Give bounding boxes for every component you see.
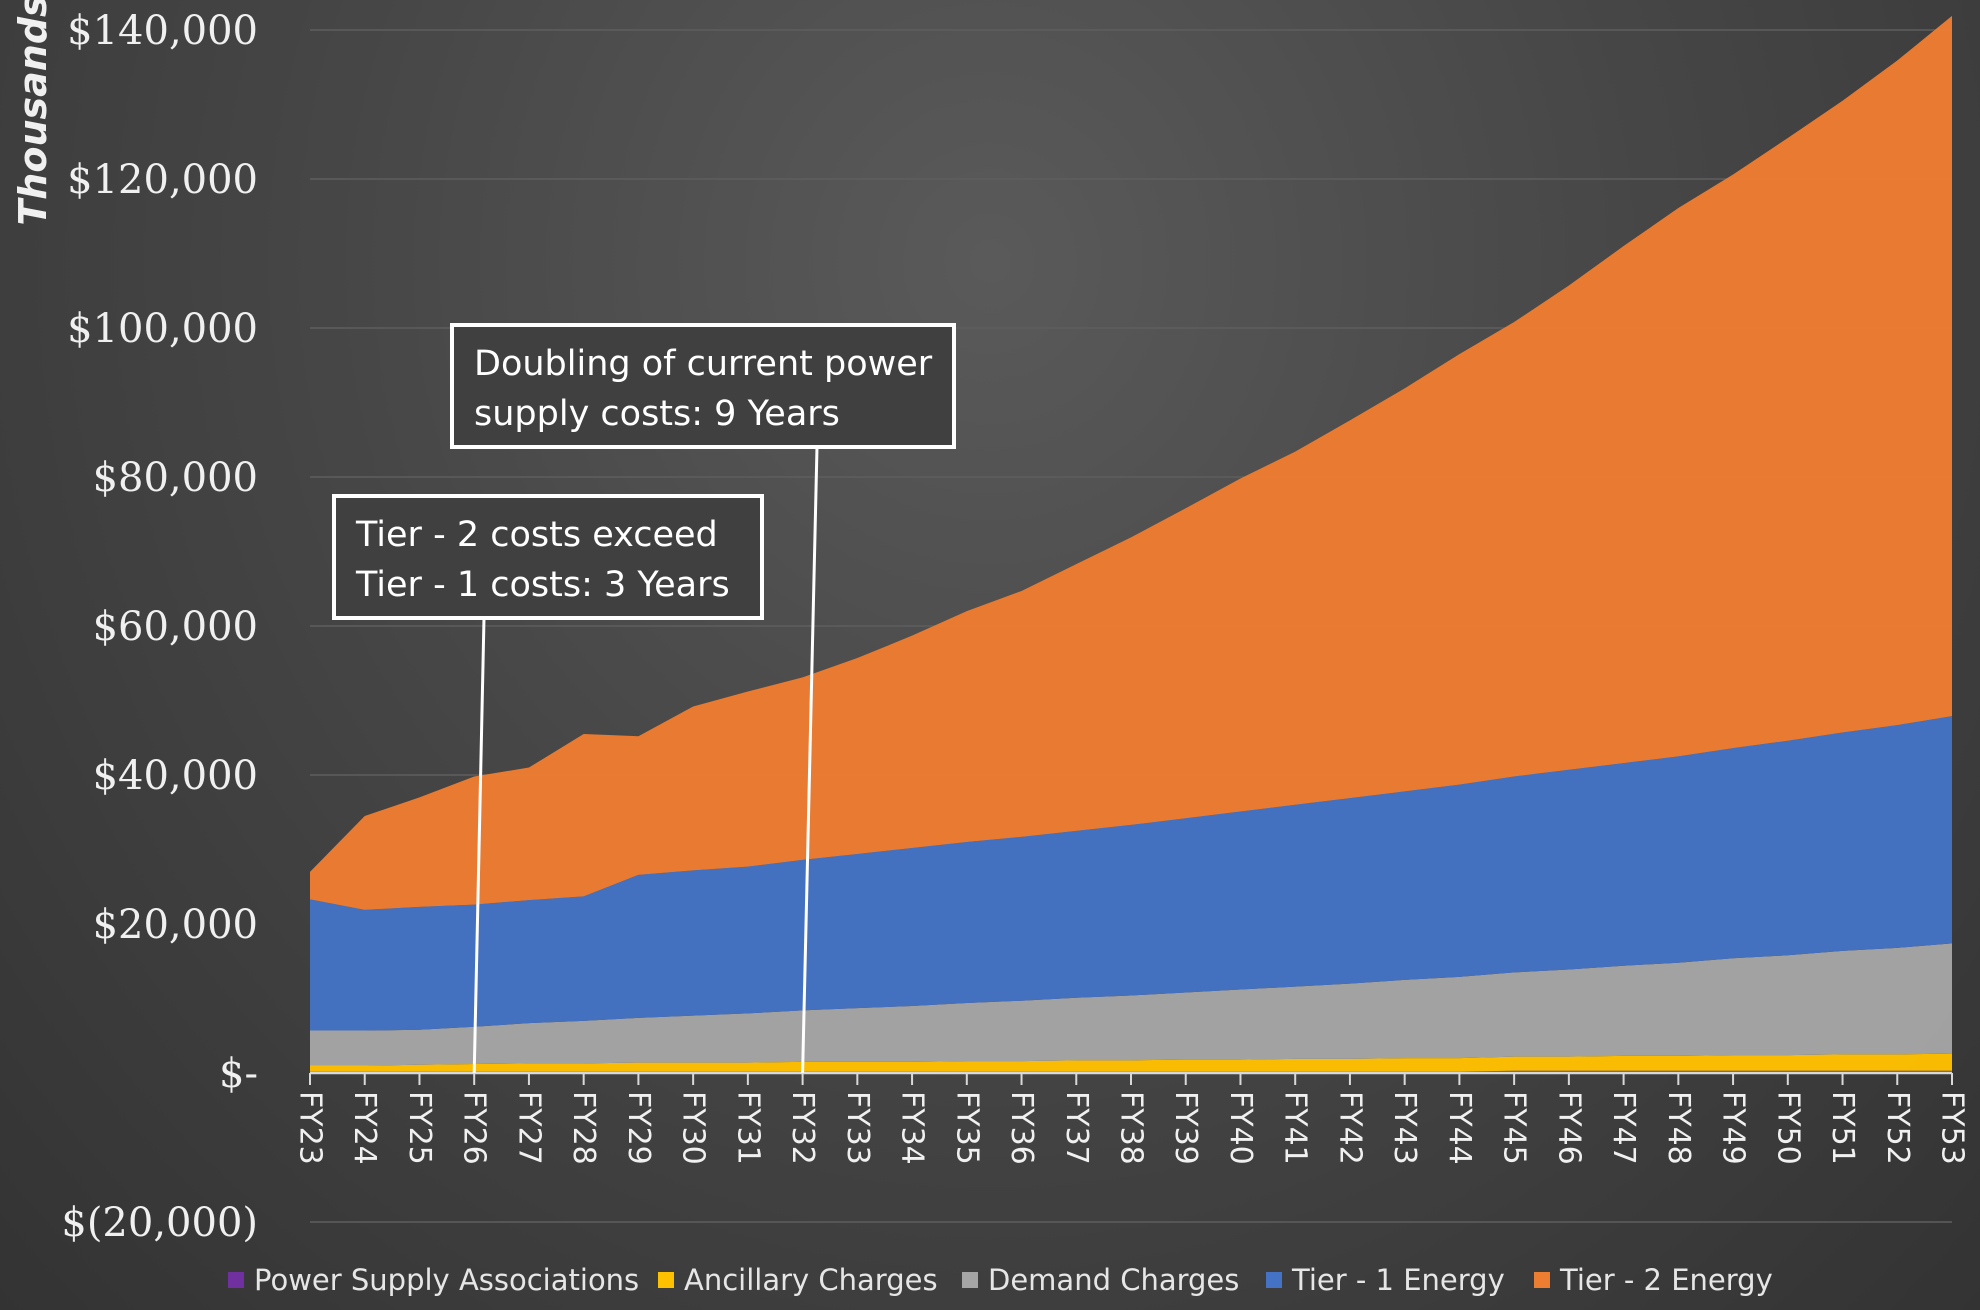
x-tick-label: FY28 (566, 1091, 601, 1165)
y-axis: $(20,000) $- $20,000 $40,000 $60,000 $80,000 $… (61, 8, 258, 1246)
x-tick-label: FY49 (1716, 1091, 1751, 1165)
x-tick-label: FY46 (1551, 1091, 1586, 1165)
legend-label: Demand Charges (988, 1263, 1239, 1297)
y-tick-label: $(20,000) (61, 1200, 258, 1246)
x-tick-label: FY27 (511, 1091, 546, 1165)
annotation-text: Tier - 1 costs: 3 Years (355, 565, 730, 605)
area-demand-charges (310, 943, 1952, 1066)
x-tick-label: FY23 (293, 1091, 328, 1165)
y-tick-label: $100,000 (67, 306, 258, 352)
x-tick-label: FY33 (840, 1091, 875, 1165)
legend-label: Tier - 2 Energy (1559, 1263, 1773, 1297)
annotation-leader-line (801, 446, 819, 1074)
x-tick-label: FY44 (1442, 1091, 1477, 1165)
x-tick-label: FY48 (1661, 1091, 1696, 1165)
legend-label: Tier - 1 Energy (1291, 1263, 1505, 1297)
y-axis-title: Thousands (11, 0, 55, 226)
x-tick-label: FY31 (730, 1091, 765, 1165)
x-tick-label: FY26 (457, 1091, 492, 1165)
annotations: Tier - 2 costs exceed Tier - 1 costs: 3 Y… (332, 323, 956, 1074)
x-tick-label: FY38 (1114, 1091, 1149, 1165)
x-axis: FY23 FY24 FY25 FY26 FY27 FY28 FY29 FY30 FY31 FY32… (293, 1071, 1970, 1165)
y-tick-label: $140,000 (67, 8, 258, 54)
x-tick-label: FY42 (1332, 1091, 1367, 1165)
x-tick-label: FY40 (1223, 1091, 1258, 1165)
annotation-callout: Tier - 2 costs exceed Tier - 1 costs: 3 Y… (332, 494, 764, 1074)
x-tick-label: FY35 (949, 1091, 984, 1165)
legend-swatch (658, 1272, 674, 1288)
x-tick-label: FY47 (1606, 1091, 1641, 1165)
legend-item-tier-2-energy: Tier - 2 Energy (1534, 1263, 1773, 1297)
y-tick-label: $120,000 (67, 157, 258, 203)
x-tick-label: FY24 (347, 1091, 382, 1165)
x-tick-label: FY41 (1278, 1091, 1313, 1165)
legend-label: Power Supply Associations (254, 1263, 639, 1297)
x-tick-label: FY32 (785, 1091, 820, 1165)
annotation-box (450, 323, 956, 449)
x-tick-label: FY39 (1168, 1091, 1203, 1165)
y-tick-label: $40,000 (93, 753, 258, 799)
x-tick-label: FY50 (1770, 1091, 1805, 1165)
area-tier-1-energy (310, 716, 1952, 1031)
x-tick-label: FY29 (621, 1091, 656, 1165)
x-tick-label: FY30 (676, 1091, 711, 1165)
y-tick-label: $- (219, 1051, 258, 1097)
x-tick-label: FY36 (1004, 1091, 1039, 1165)
x-tick-label: FY53 (1935, 1091, 1970, 1165)
legend-swatch (1534, 1272, 1550, 1288)
legend-swatch (1266, 1272, 1282, 1288)
y-tick-label: $60,000 (93, 604, 258, 650)
legend-label: Ancillary Charges (684, 1263, 938, 1297)
y-tick-label: $80,000 (93, 455, 258, 501)
legend-swatch (962, 1272, 978, 1288)
legend-item-demand-charges: Demand Charges (962, 1263, 1239, 1297)
x-tick-label: FY25 (402, 1091, 437, 1165)
legend-item-ancillary-charges: Ancillary Charges (658, 1263, 938, 1297)
annotation-callout: Doubling of current power supply costs: 9… (450, 323, 956, 1074)
annotation-leader-line (472, 617, 486, 1074)
x-tick-label: FY43 (1387, 1091, 1422, 1165)
x-tick-label: FY34 (895, 1091, 930, 1165)
x-tick-label: FY51 (1825, 1091, 1860, 1165)
annotation-text: Tier - 2 costs exceed (355, 515, 718, 555)
legend-item-tier-1-energy: Tier - 1 Energy (1266, 1263, 1505, 1297)
legend-item-power-supply-associations: Power Supply Associations (228, 1263, 639, 1297)
x-tick-label: FY52 (1880, 1091, 1915, 1165)
legend: Power Supply Associations Ancillary Charg… (228, 1263, 1773, 1297)
series-areas (310, 15, 1952, 1073)
annotation-text: Doubling of current power (474, 344, 933, 384)
legend-swatch (228, 1272, 244, 1288)
area-ancillary-charges (310, 1053, 1952, 1072)
area-tier-2-energy (310, 15, 1952, 910)
y-tick-label: $20,000 (93, 902, 258, 948)
x-tick-label: FY37 (1059, 1091, 1094, 1165)
x-tick-label: FY45 (1497, 1091, 1532, 1165)
annotation-box (332, 494, 764, 620)
annotation-text: supply costs: 9 Years (474, 394, 840, 434)
